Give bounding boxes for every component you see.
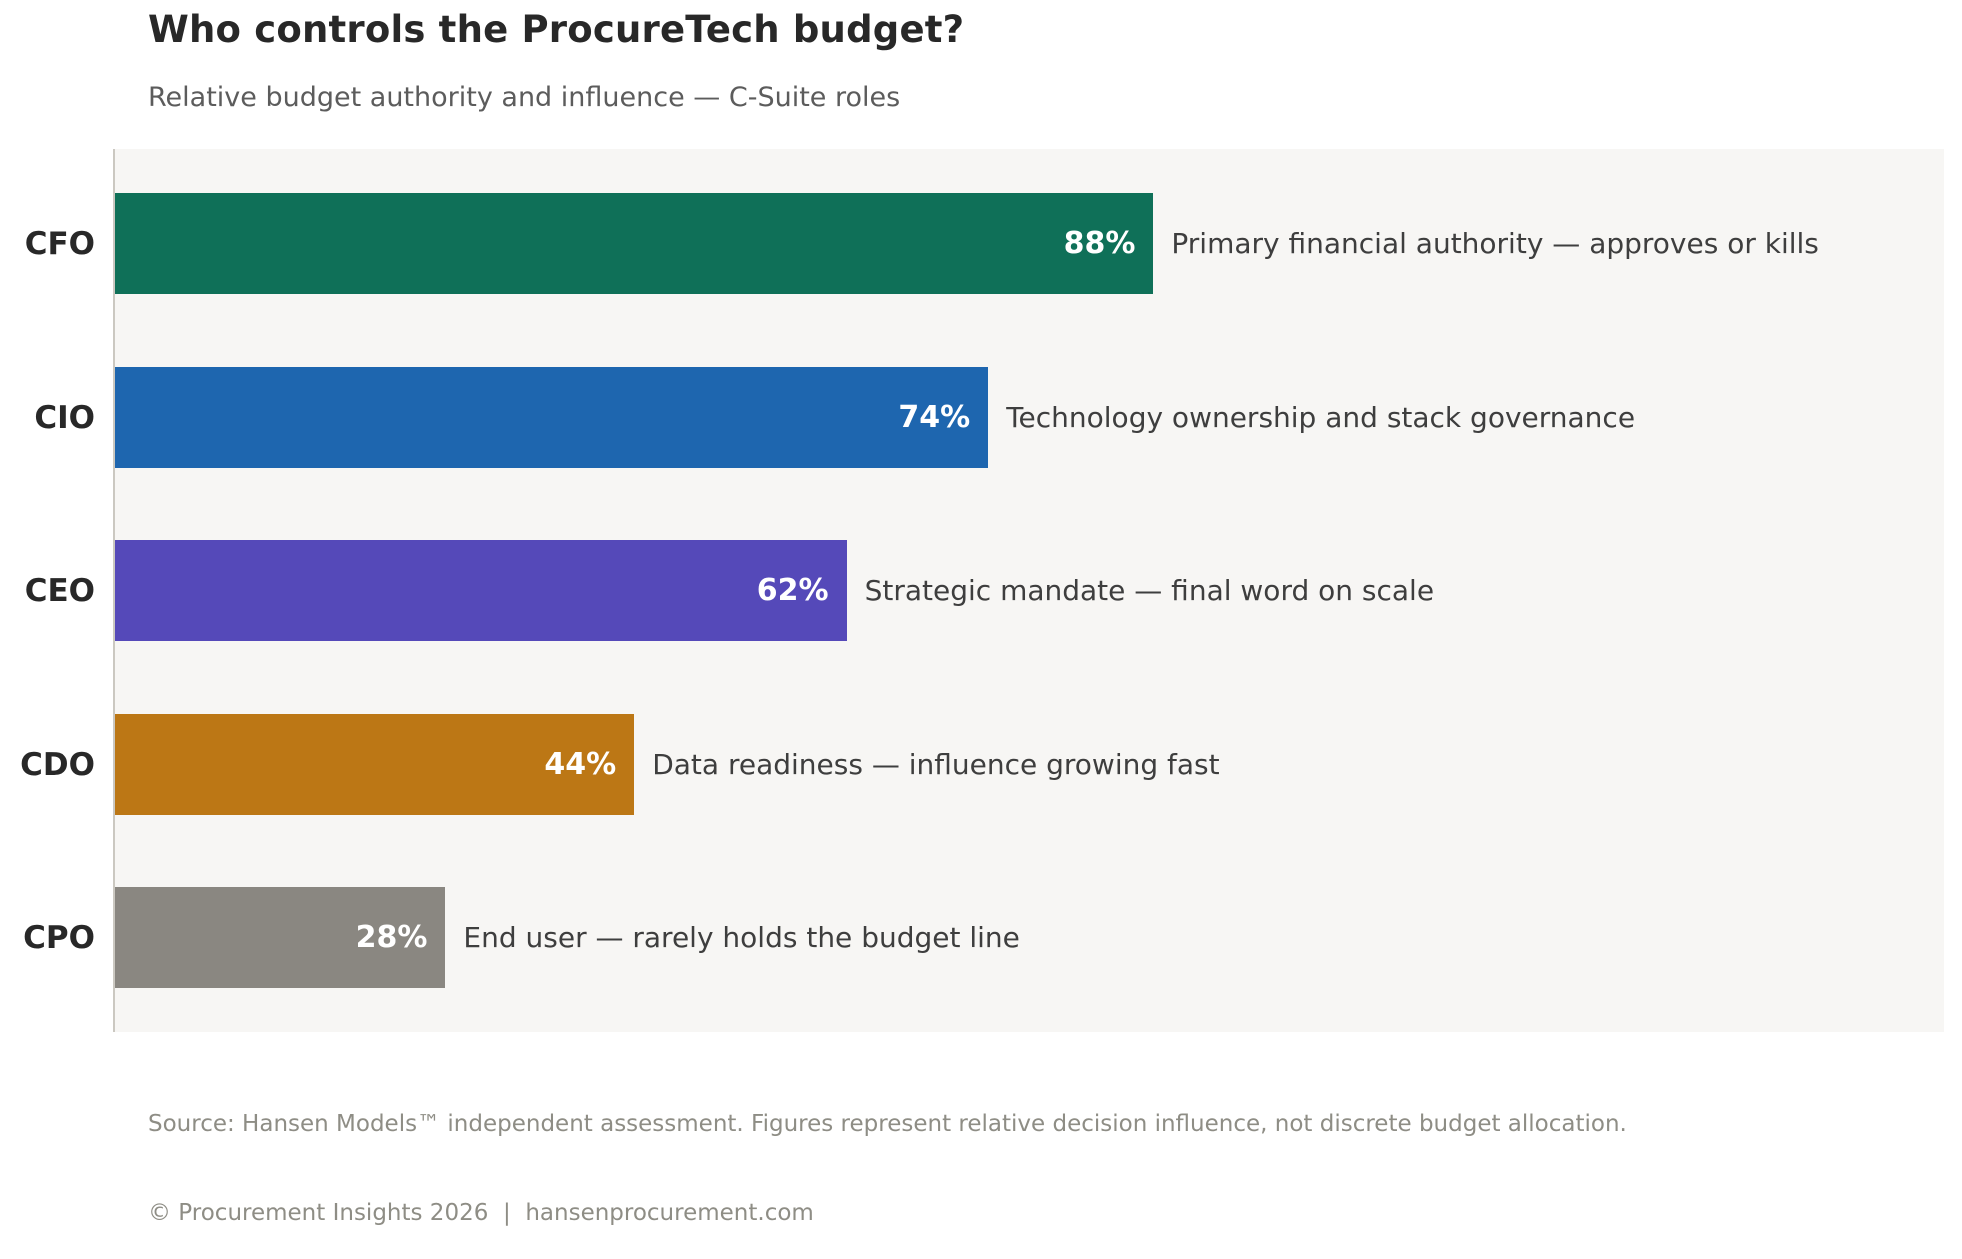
value-label: 28%	[355, 920, 428, 955]
bar: 88%	[115, 193, 1154, 294]
bar: 74%	[115, 367, 989, 468]
bar-annotation: Data readiness — influence growing fast	[652, 748, 1220, 781]
value-label: 74%	[898, 400, 971, 435]
chart-title: Who controls the ProcureTech budget?	[148, 8, 965, 51]
category-label: CEO	[24, 572, 95, 609]
bar: 44%	[115, 714, 635, 815]
footer-source-line: Source: Hansen Models™ independent asses…	[148, 1110, 1627, 1137]
value-label: 62%	[756, 573, 829, 608]
chart-subtitle: Relative budget authority and influence …	[148, 82, 901, 113]
bar-annotation: Technology ownership and stack governanc…	[1006, 401, 1636, 434]
value-label: 44%	[544, 747, 617, 782]
category-label: CIO	[34, 399, 95, 436]
bar-row: CFO 88% Primary financial authority — ap…	[25, 193, 1944, 294]
bar-annotation: Primary financial authority — approves o…	[1171, 227, 1819, 260]
category-label: CDO	[20, 746, 95, 783]
bar-row: CIO 74% Technology ownership and stack g…	[34, 367, 1944, 468]
bar: 28%	[115, 887, 446, 988]
bar-row: CDO 44% Data readiness — influence growi…	[20, 714, 1944, 815]
bar-row: CPO 28% End user — rarely holds the budg…	[23, 887, 1944, 988]
value-label: 88%	[1063, 226, 1136, 261]
category-label: CFO	[24, 225, 95, 262]
bar-annotation: End user — rarely holds the budget line	[463, 921, 1020, 954]
bar: 62%	[115, 540, 847, 641]
category-label: CPO	[23, 919, 95, 956]
footer-copyright-line: © Procurement Insights 2026 | hansenproc…	[148, 1200, 814, 1227]
bar-annotation: Strategic mandate — final word on scale	[864, 574, 1435, 607]
bar-row: CEO 62% Strategic mandate — final word o…	[25, 540, 1944, 641]
footer: Source: Hansen Models™ independent asses…	[148, 1050, 1627, 1259]
plot-area: CFO 88% Primary financial authority — ap…	[20, 149, 1944, 1032]
